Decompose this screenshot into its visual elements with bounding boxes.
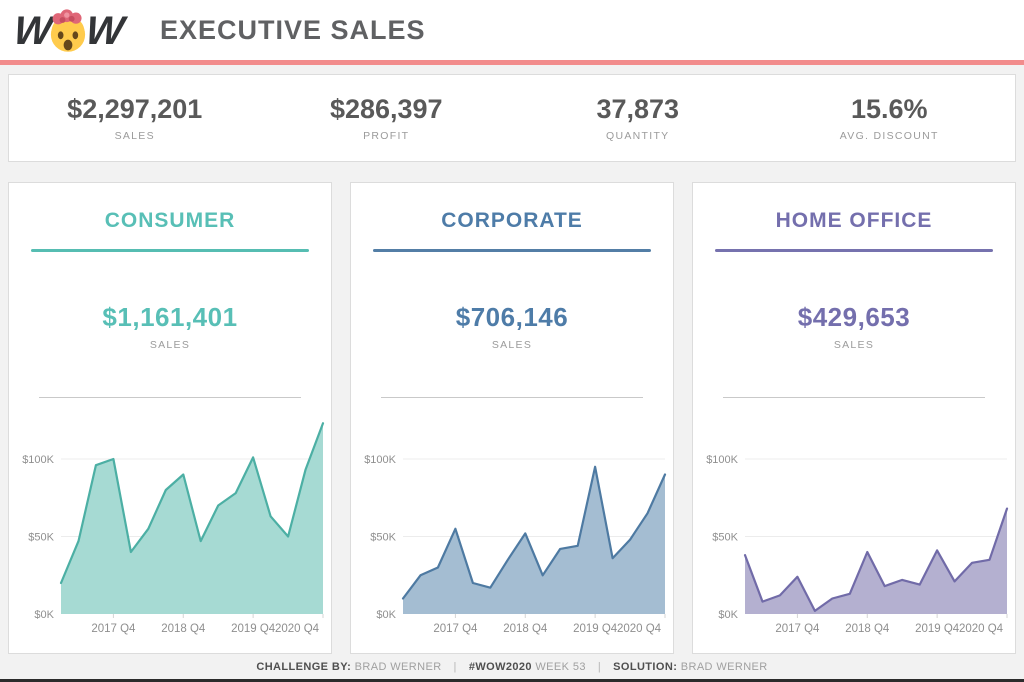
panel-consumer-chart-wrap: $0K $50K $100K 2017 Q4 2018 Q4 2019 Q4 2020 Q4 [9,410,331,645]
kpi-sales: $2,297,201 SALES [9,94,261,142]
svg-text:$100K: $100K [364,454,396,466]
panel-consumer-sales-label: SALES [149,339,191,351]
svg-text:2020 Q4: 2020 Q4 [617,623,662,635]
svg-text:$0K: $0K [376,609,396,621]
footer-credits: CHALLENGE BY: BRAD WERNER | #WOW2020 WEE… [0,655,1024,679]
panel-corporate-sales-label: SALES [491,339,533,351]
kpi-quantity-value: 37,873 [596,94,680,124]
footer-challenge-label: CHALLENGE BY: [256,661,352,673]
svg-text:$50K: $50K [712,532,738,544]
header: W W EXECUTIVE SALES [0,0,1024,60]
kpi-summary-card: $2,297,201 SALES $286,397 PROFIT 37,873 … [8,74,1016,162]
panel-consumer-title: CONSUMER [104,209,236,232]
svg-text:$0K: $0K [718,609,738,621]
page-title: EXECUTIVE SALES [160,14,426,45]
panel-corporate-title: CORPORATE [441,209,583,232]
footer-challenge-value: BRAD WERNER [354,661,442,673]
svg-text:2020 Q4: 2020 Q4 [959,623,1004,635]
panel-corporate-divider [381,397,643,398]
panel-home-office-divider [723,397,985,398]
svg-text:2019 Q4: 2019 Q4 [915,623,960,635]
panel-home-office-sales-value: $429,653 [797,302,911,332]
svg-text:2020 Q4: 2020 Q4 [275,623,320,635]
footer-hashtag: #WOW2020 [468,661,532,673]
panel-corporate-sales-value: $706,146 [455,302,569,332]
kpi-profit-label: PROFIT [363,130,410,142]
svg-text:$0K: $0K [34,609,54,621]
panel-consumer-sales-value: $1,161,401 [102,302,238,332]
svg-text:2018 Q4: 2018 Q4 [503,623,548,635]
kpi-profit-value: $286,397 [329,94,443,124]
svg-text:2017 Q4: 2017 Q4 [775,623,820,635]
panel-consumer-accent-rule [31,249,309,252]
panel-corporate-chart-wrap: $0K $50K $100K 2017 Q4 2018 Q4 2019 Q4 2020 Q4 [351,410,673,645]
kpi-avg-discount: 15.6% AVG. DISCOUNT [764,94,1016,142]
segment-panels: CONSUMER $1,161,401 SALES $0K $50K $100K 20… [8,182,1016,654]
bottom-edge-bar [0,679,1024,682]
panel-consumer-divider [39,397,301,398]
footer-week: WEEK 53 [535,661,586,673]
panel-corporate: CORPORATE $706,146 SALES $0K $50K $100K 201… [350,182,674,654]
svg-text:2018 Q4: 2018 Q4 [845,623,890,635]
wow-logo: W W [12,9,132,53]
svg-text:$100K: $100K [22,454,54,466]
corporate-area-chart[interactable]: $0K $50K $100K 2017 Q4 2018 Q4 2019 Q4 2020 Q4 [351,410,673,645]
kpi-avg-discount-value: 15.6% [850,94,928,124]
panel-home-office: HOME OFFICE $429,653 SALES $0K $50K $100K 2… [692,182,1016,654]
header-accent-rule [0,60,1024,65]
svg-text:2017 Q4: 2017 Q4 [433,623,478,635]
kpi-quantity-label: QUANTITY [606,130,670,142]
kpi-avg-discount-label: AVG. DISCOUNT [839,130,939,142]
kpi-sales-value: $2,297,201 [67,94,203,124]
svg-text:$50K: $50K [370,532,396,544]
kpi-sales-label: SALES [114,130,155,142]
panel-home-office-title: HOME OFFICE [775,209,933,232]
kpi-profit: $286,397 PROFIT [261,94,513,142]
footer-solution-label: SOLUTION: [613,661,678,673]
svg-text:2017 Q4: 2017 Q4 [91,623,136,635]
footer-separator: | [453,661,457,673]
panel-consumer: CONSUMER $1,161,401 SALES $0K $50K $100K 20… [8,182,332,654]
home-office-area-chart[interactable]: $0K $50K $100K 2017 Q4 2018 Q4 2019 Q4 2020 Q4 [693,410,1015,645]
svg-text:2019 Q4: 2019 Q4 [231,623,276,635]
footer-solution-value: BRAD WERNER [680,661,768,673]
footer-separator-2: | [597,661,602,673]
panel-home-office-sales-label: SALES [833,339,875,351]
consumer-area-chart[interactable]: $0K $50K $100K 2017 Q4 2018 Q4 2019 Q4 2020 Q4 [9,410,331,645]
svg-text:$50K: $50K [28,532,54,544]
panel-corporate-accent-rule [373,249,651,252]
panel-home-office-accent-rule [715,249,993,252]
svg-text:$100K: $100K [706,454,738,466]
exploding-head-icon [50,9,85,52]
svg-text:2018 Q4: 2018 Q4 [161,623,206,635]
panel-home-office-chart-wrap: $0K $50K $100K 2017 Q4 2018 Q4 2019 Q4 2020 Q4 [693,410,1015,645]
kpi-quantity: 37,873 QUANTITY [512,94,764,142]
svg-text:2019 Q4: 2019 Q4 [573,623,618,635]
